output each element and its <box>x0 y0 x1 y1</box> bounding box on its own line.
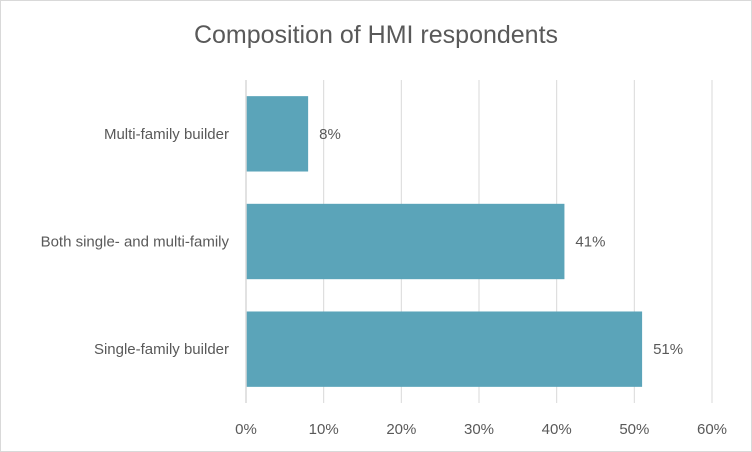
category-label-2: Single-family builder <box>94 341 229 358</box>
x-tick-label-0: 0% <box>235 421 257 438</box>
x-tick-label-30: 30% <box>464 421 494 438</box>
x-tick-label-60: 60% <box>697 421 727 438</box>
bar-0 <box>246 96 309 172</box>
data-label-0: 8% <box>319 126 341 143</box>
category-label-0: Multi-family builder <box>104 126 229 143</box>
bar-1 <box>246 203 565 280</box>
x-tick-label-40: 40% <box>542 421 572 438</box>
data-label-2: 51% <box>653 341 683 358</box>
x-tick-label-50: 50% <box>619 421 649 438</box>
x-tick-label-10: 10% <box>309 421 339 438</box>
x-tick-label-20: 20% <box>386 421 416 438</box>
category-label-1: Both single- and multi-family <box>41 234 230 251</box>
bar-2 <box>246 311 643 387</box>
data-label-1: 41% <box>575 234 605 251</box>
chart-title: Composition of HMI respondents <box>193 21 559 49</box>
